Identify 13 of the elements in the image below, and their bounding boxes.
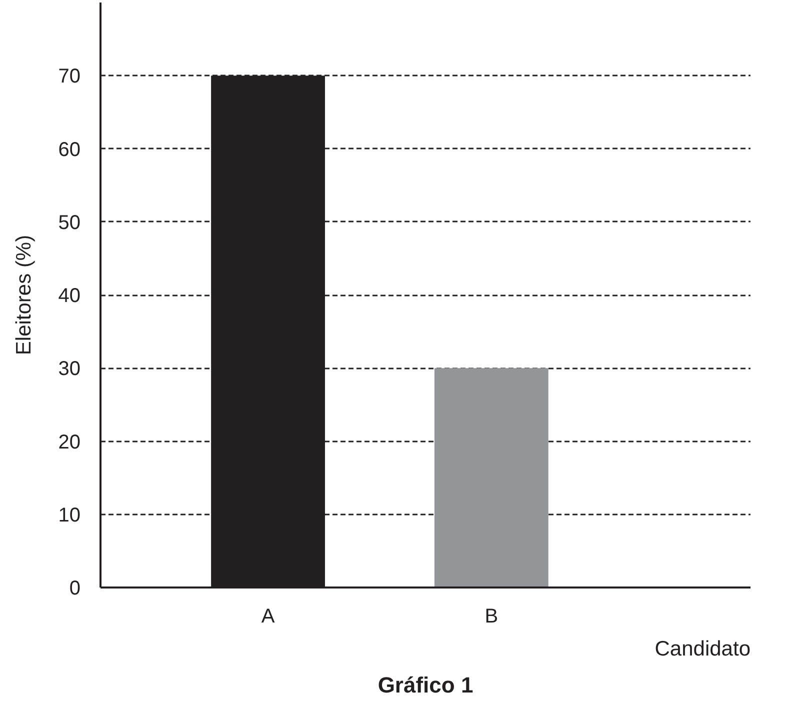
y-tick-label: 60: [58, 138, 81, 161]
y-tick-label: 30: [58, 358, 81, 380]
y-tick-label: 50: [58, 212, 81, 234]
x-tick-label: B: [484, 606, 498, 628]
y-tick-label: 10: [58, 504, 81, 526]
x-tick-label: A: [261, 606, 276, 628]
x-axis-title: Candidato: [654, 638, 751, 660]
text: Gráfico 1: [378, 672, 474, 698]
y-tick-label: 20: [58, 431, 81, 454]
y-tick-label: 40: [58, 285, 81, 307]
y-tick-label: 0: [69, 578, 80, 600]
y-axis-title: Eleitores (%): [12, 234, 36, 356]
y-tick-label: 70: [58, 66, 81, 88]
